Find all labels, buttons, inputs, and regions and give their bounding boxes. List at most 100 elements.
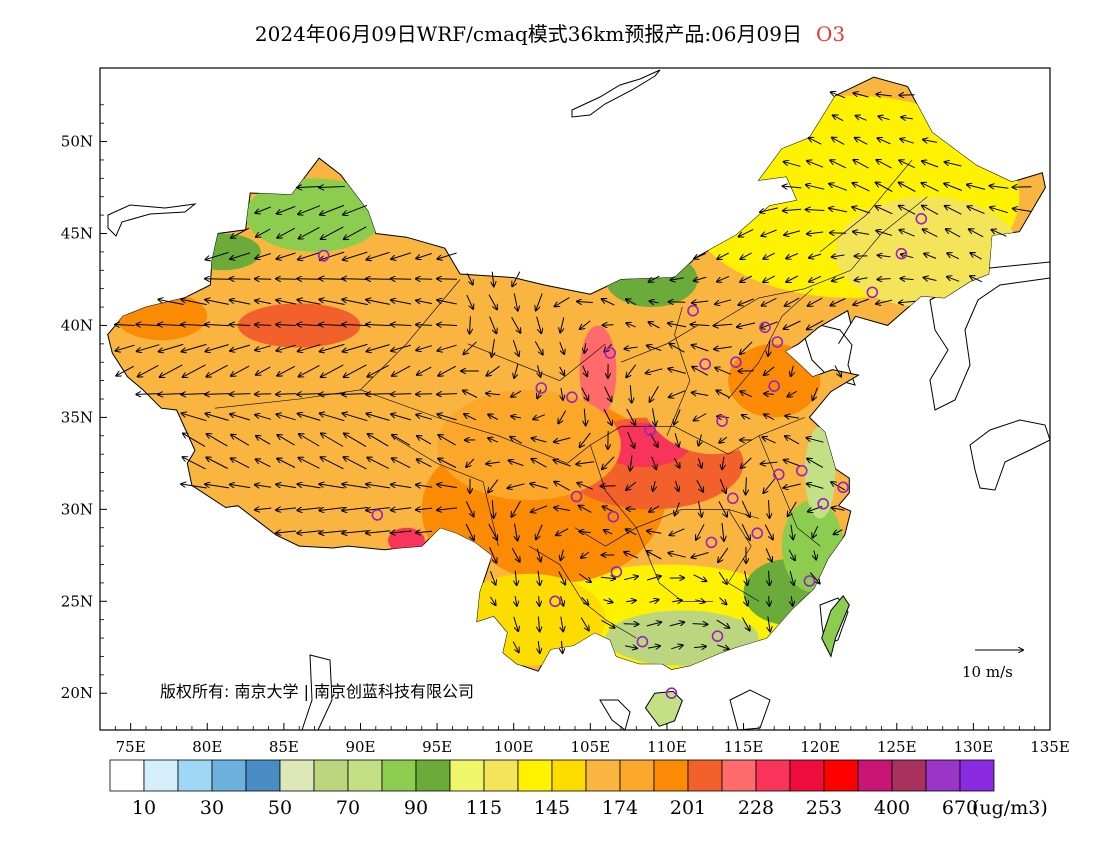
- wind-arrow-335: [699, 434, 702, 446]
- wind-arrow-288: [624, 552, 639, 559]
- wind-arrow-223: [530, 484, 548, 489]
- wind-arrow-462: [878, 138, 891, 145]
- wind-arrow-246: [562, 640, 563, 653]
- wind-arrow-313: [670, 344, 685, 353]
- wind-arrow-332: [692, 367, 709, 376]
- wind-arrow-331: [692, 345, 709, 352]
- station-marker-17: [699, 358, 712, 370]
- wind-arrow-413: [783, 483, 801, 488]
- wind-arrow-165: [437, 394, 458, 395]
- wind-arrow-466: [876, 231, 892, 236]
- wind-arrow-438: [832, 138, 845, 145]
- wind-arrow-101: [321, 457, 344, 470]
- wind-arrow-85: [299, 458, 320, 469]
- wind-arrow-198: [512, 271, 521, 287]
- wind-arrow-342: [695, 600, 704, 602]
- station-marker-8: [549, 595, 561, 608]
- wind-arrow-455: [852, 207, 870, 214]
- wind-arrow-50: [255, 345, 272, 351]
- wind-arrow-199: [513, 293, 518, 310]
- wind-arrow-362: [717, 645, 728, 649]
- wind-arrow-108: [342, 279, 368, 280]
- province-border-10: [712, 196, 928, 326]
- legend-label-8: 201: [670, 797, 706, 819]
- wind-arrow-10: [160, 364, 183, 377]
- wind-arrow-347: [715, 299, 732, 304]
- wind-arrow-39: [230, 394, 251, 395]
- wind-arrow-279: [625, 347, 638, 349]
- wind-arrow-40: [230, 414, 251, 421]
- wind-arrow-452: [855, 138, 868, 145]
- wind-arrow-155: [417, 459, 432, 468]
- wind-arrow-336: [698, 458, 701, 467]
- wind-arrow-140: [391, 414, 412, 421]
- wind-arrow-55: [256, 459, 271, 468]
- wind-arrow-433: [812, 526, 819, 537]
- legend-swatch-20: [789, 759, 825, 792]
- wind-arrow-423: [807, 232, 824, 234]
- wind-arrow-486: [924, 278, 937, 281]
- wind-arrow-27: [205, 394, 230, 395]
- wind-arrow-170: [437, 508, 458, 510]
- wind-arrow-109: [342, 299, 368, 306]
- wind-arrow-189: [488, 415, 499, 420]
- wind-arrow-248: [580, 320, 591, 329]
- wind-arrow-19: [183, 457, 206, 470]
- wind-arrow-261: [580, 617, 589, 631]
- wind-arrow-104: [319, 531, 345, 534]
- province-border-8: [666, 307, 691, 436]
- wind-arrow-350: [715, 368, 731, 375]
- wind-arrow-36: [230, 325, 251, 326]
- wind-arrow-63: [276, 325, 297, 326]
- wind-arrow-226: [537, 548, 540, 562]
- wind-arrow-151: [417, 366, 432, 375]
- station-marker-21: [768, 380, 781, 392]
- wind-arrow-166: [437, 414, 457, 421]
- lon-label-8: 115E: [724, 738, 764, 756]
- wind-arrow-120: [367, 251, 390, 259]
- wind-arrow-177: [464, 414, 477, 421]
- station-marker-4: [604, 347, 617, 359]
- wind-arrow-136: [391, 325, 412, 326]
- wind-arrow-416: [788, 549, 795, 560]
- wind-arrow-179: [466, 458, 475, 467]
- province-border-1: [360, 389, 568, 464]
- wind-arrow-349: [714, 347, 732, 349]
- legend-swatch-7: [347, 759, 383, 792]
- legend-label-1: 30: [200, 797, 224, 819]
- lon-label-5: 100E: [494, 738, 534, 756]
- legend-swatch-1: [143, 759, 179, 792]
- wind-arrow-283: [627, 431, 635, 448]
- legend-label-0: 10: [132, 797, 156, 819]
- wind-arrow-328: [694, 277, 707, 281]
- wind-arrow-126: [366, 394, 391, 395]
- wind-arrow-202: [514, 363, 519, 378]
- wind-arrow-445: [831, 298, 846, 306]
- wind-arrow-20: [181, 484, 207, 489]
- wind-arrow-200: [511, 316, 521, 333]
- wind-arrow-127: [367, 414, 390, 421]
- wind-arrow-227: [538, 570, 540, 585]
- wind-arrow-259: [578, 573, 591, 582]
- wind-arrow-272: [604, 530, 613, 534]
- wind-arrow-443: [832, 255, 845, 257]
- wind-arrow-354: [722, 456, 724, 469]
- wind-arrow-472: [900, 139, 914, 144]
- wind-arrow-474: [899, 183, 916, 192]
- wind-arrow-161: [437, 300, 457, 305]
- wind-arrow-252: [584, 408, 585, 426]
- station-marker-15: [644, 424, 656, 437]
- station-marker-11: [711, 630, 724, 643]
- wind-arrow-56: [255, 485, 272, 488]
- wind-arrow-431: [807, 484, 824, 489]
- wind-arrow-280: [626, 364, 637, 378]
- wind-arrow-70: [276, 484, 296, 487]
- wind-arrow-391: [762, 437, 776, 444]
- wind-arrow-66: [276, 394, 297, 395]
- wind-arrow-111: [343, 343, 368, 351]
- legend-swatch-11: [483, 759, 519, 792]
- station-marker-5: [570, 490, 583, 503]
- wind-arrow-217: [534, 341, 542, 355]
- wind-arrow-0: [115, 325, 135, 326]
- wind-arrow-14: [182, 343, 207, 351]
